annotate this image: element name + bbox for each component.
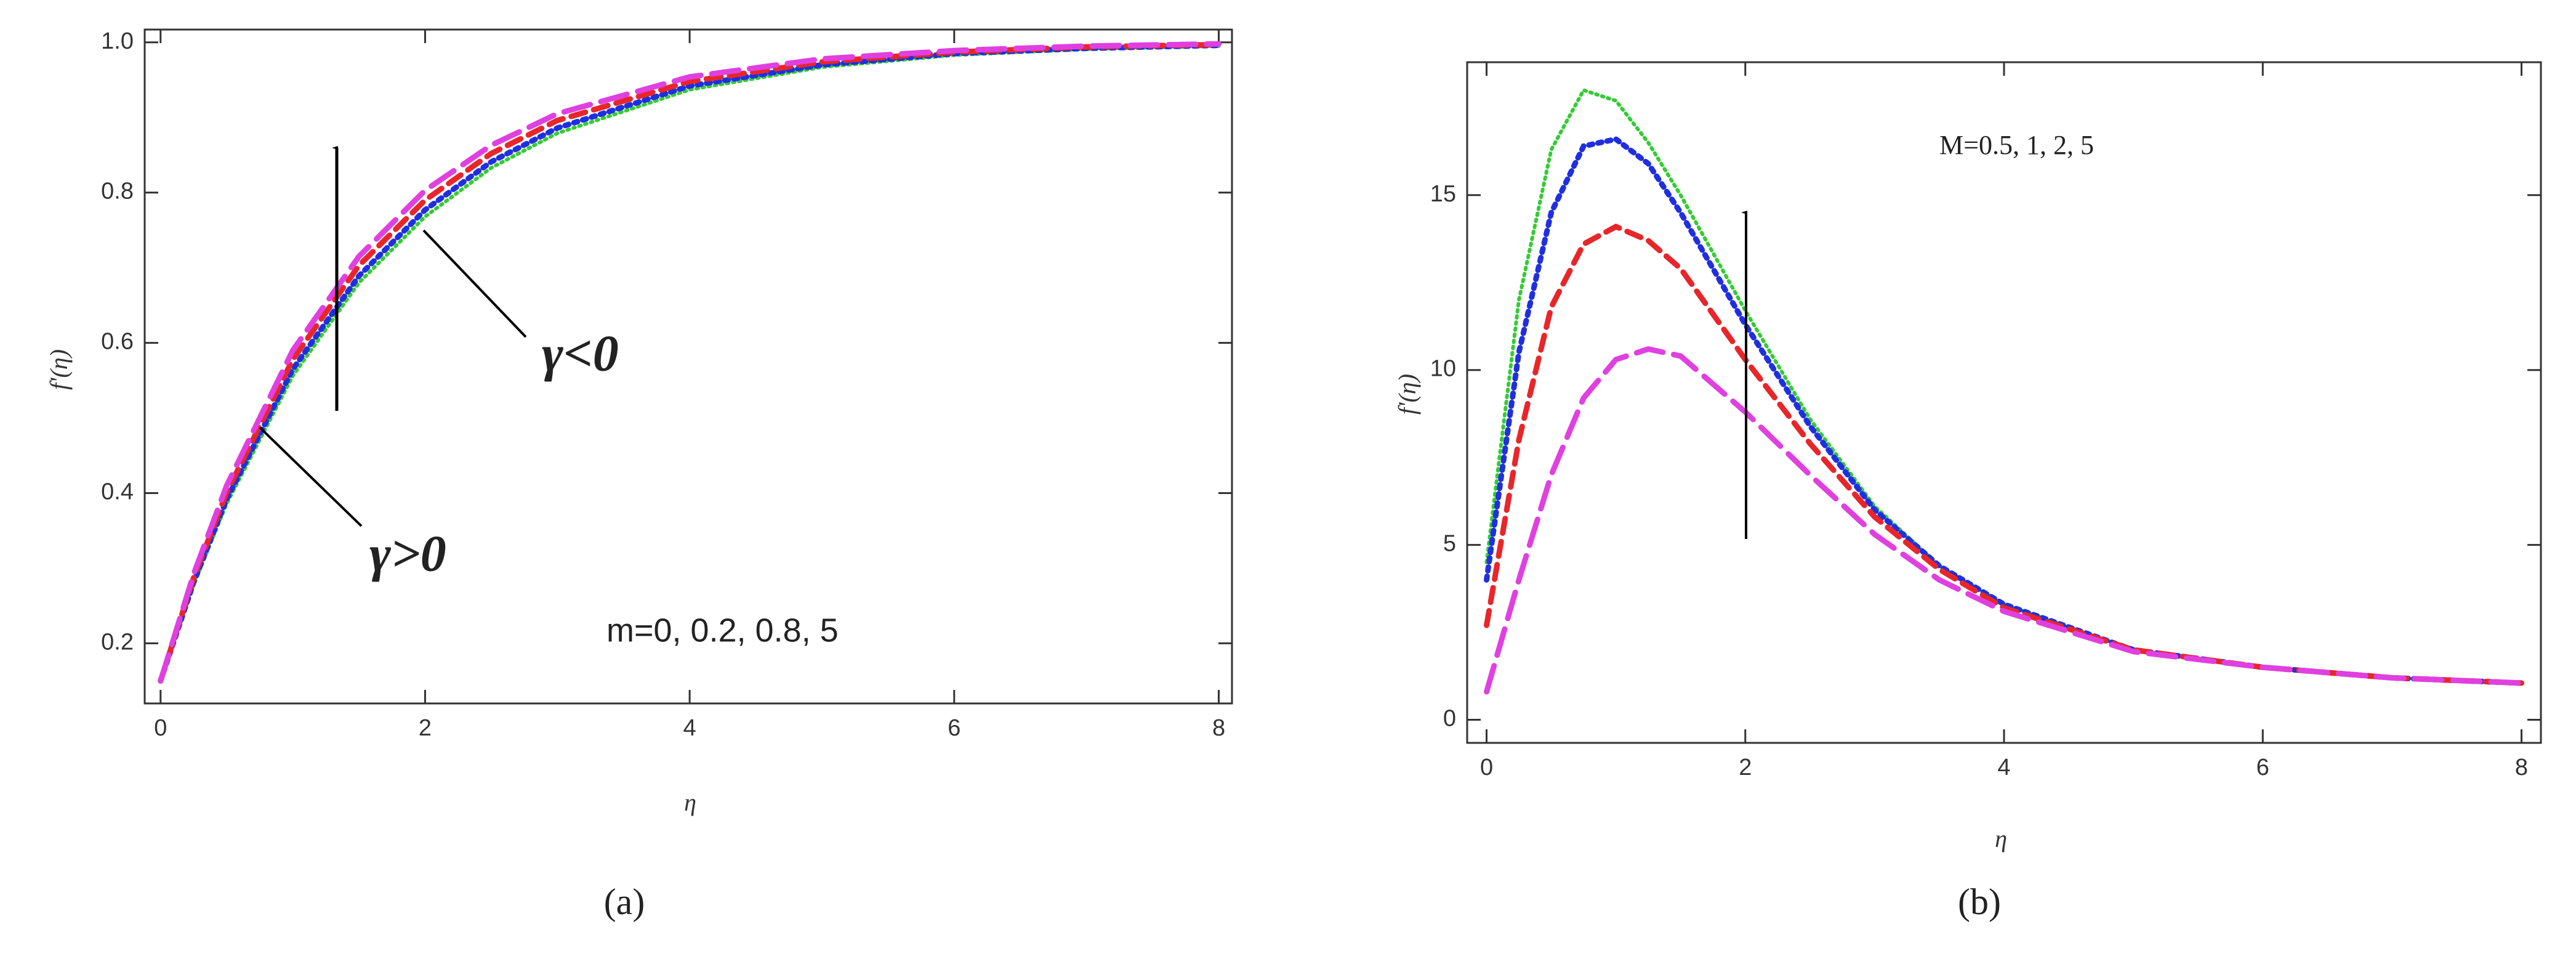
x-tick-label: 8: [2515, 755, 2528, 780]
y-tick-label: 0.8: [101, 179, 134, 205]
y-tick-label: 10: [1430, 356, 1456, 382]
y-tick-label: 15: [1430, 181, 1456, 207]
x-tick-label: 2: [1739, 755, 1752, 780]
annotation: γ>0: [369, 525, 446, 582]
y-tick-label: 0: [1443, 706, 1456, 732]
data-line: [158, 43, 1222, 684]
data-line: [158, 41, 1222, 684]
plot-frame: [1466, 61, 2542, 744]
data-line: [158, 44, 1221, 683]
y-axis-label: f'(η): [45, 349, 73, 390]
annotation: M=0.5, 1, 2, 5: [1939, 130, 2094, 160]
y-tick-label: 5: [1443, 531, 1456, 557]
data-line: [158, 41, 1222, 684]
x-tick-label: 4: [683, 715, 696, 741]
y-tick-label: 1.0: [101, 28, 134, 54]
caption: (a): [604, 881, 645, 922]
data-line: [1484, 136, 2524, 686]
y-tick-label: 0.2: [101, 629, 134, 655]
data-line: [1484, 223, 2524, 686]
data-line: [1484, 346, 2524, 695]
x-tick-label: 2: [419, 715, 432, 741]
data-line: [1484, 87, 2524, 685]
x-axis-label: η: [684, 788, 696, 816]
x-tick-label: 6: [2256, 755, 2269, 780]
y-tick-label: 0.4: [101, 479, 134, 505]
x-tick-label: 4: [1997, 755, 2010, 780]
annotation: γ<0: [542, 325, 619, 382]
pointer-line: [422, 229, 527, 338]
plot: 0 2 4 6 8 0 5 10 15 η f'(η): [1393, 61, 2542, 853]
pointer-line: [259, 426, 363, 527]
x-tick-label: 0: [154, 715, 167, 741]
x-axis-label: η: [1995, 825, 2007, 853]
x-tick-label: 0: [1480, 755, 1493, 780]
x-tick-label: 6: [948, 715, 960, 741]
plot: 0 2 4 6 8 0.2 0.4 0.6 0.8 1.0 η f'(η): [45, 28, 1233, 816]
caption: (b): [1958, 881, 2001, 922]
annotation: m=0, 0.2, 0.8, 5: [606, 612, 839, 649]
y-tick-label: 0.6: [101, 329, 134, 355]
plot-frame: [143, 28, 1233, 705]
x-tick-label: 8: [1212, 715, 1225, 741]
y-axis-label: f'(η): [1393, 374, 1421, 415]
